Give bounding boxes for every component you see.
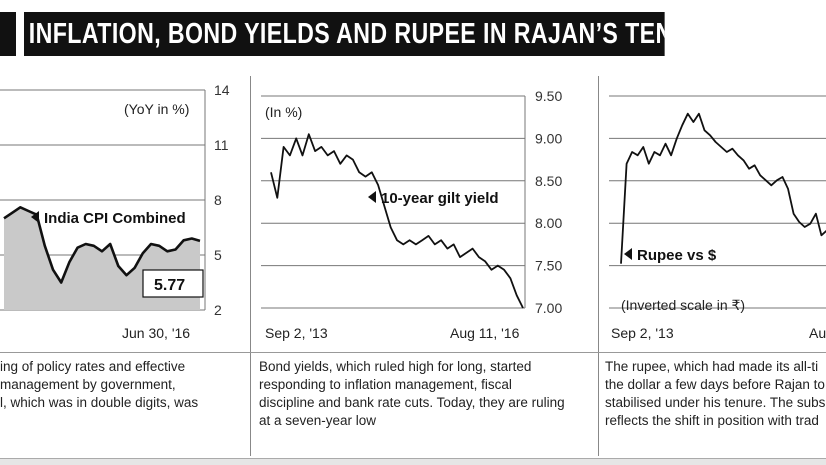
bond-y-tick-label: 8.50 [535,173,562,189]
rupee-line [620,112,826,264]
bond-unit-label: (In %) [265,104,302,120]
cpi-y-tick-label: 8 [214,192,222,208]
bond-x-start-label: Sep 2, '13 [265,325,328,341]
bond-y-tick-label: 8.00 [535,215,562,231]
cpi-caption-line: ing of policy rates and effective [0,359,186,374]
bond-panel: 9.50 9.00 8.50 8.00 7.50 7.00 (In %) 10-year … [250,76,581,456]
bond-chart: 9.50 9.00 8.50 8.00 7.50 7.00 (In %) 10-year … [261,88,562,341]
cpi-y-tick-label: 14 [214,82,230,98]
rupee-chart: Rupee vs $ (Inverted scale in ₹) Sep 2, … [609,95,826,341]
rupee-caption-line: stabilised under his tenure. The subs [605,395,826,410]
rupee-series-label: Rupee vs $ [637,247,717,264]
rupee-caption-line: The rupee, which had made its all-ti [605,359,819,374]
caption-divider [0,352,826,353]
rupee-label-pointer-icon [624,248,632,260]
rupee-scale-label: (Inverted scale in ₹) [621,297,745,313]
rupee-x-start-label: Sep 2, '13 [611,325,674,341]
bond-x-end-label: Aug 11, '16 [450,325,520,341]
bond-caption-line: discipline and bank rate cuts. Today, th… [259,395,565,410]
bond-caption-line: at a seven-year low [259,413,377,428]
bond-y-tick-label: 9.50 [535,88,562,104]
rupee-caption-line: the dollar a few days before Rajan to [605,377,825,392]
cpi-last-value-box [142,269,204,298]
cpi-chart: 14 11 8 5 2 (YoY in %) India CPI Combined 5.… [0,82,230,341]
cpi-last-value: 5.77 [154,277,185,294]
bond-y-tick-label: 9.00 [535,130,562,146]
cpi-caption: ing of policy rates and effective manage… [0,358,236,412]
banner-left-block [0,12,16,56]
cpi-x-end-label: Jun 30, '16 [122,325,190,341]
gilt-series-label: 10-year gilt yield [381,190,499,207]
cpi-unit-label: (YoY in %) [124,101,189,117]
cpi-y-tick-label: 11 [214,137,229,153]
rupee-x-end-label: Au [809,325,826,341]
page-title: INFLATION, BOND YIELDS AND RUPEE IN RAJA… [24,12,665,56]
gilt-label-pointer-icon [368,191,376,203]
rupee-caption-line: reflects the shift in position with trad [605,413,819,428]
gilt-yield-line [270,133,524,309]
cpi-label-pointer-icon [31,211,39,223]
bond-caption-line: Bond yields, which ruled high for long, … [259,359,532,374]
cpi-series-label: India CPI Combined [44,210,186,227]
bond-y-tick-label: 7.50 [535,258,562,274]
cpi-panel: 14 11 8 5 2 (YoY in %) India CPI Combined 5.… [0,76,240,456]
cpi-caption-line: management by government, [0,377,176,392]
rupee-panel: Rupee vs $ (Inverted scale in ₹) Sep 2, … [598,76,826,456]
rupee-caption: The rupee, which had made its all-ti the… [605,358,826,430]
bond-caption-line: responding to inflation management, fisc… [259,377,512,392]
bond-y-tick-label: 7.00 [535,300,562,316]
cpi-y-tick-label: 2 [214,302,222,318]
bond-caption: Bond yields, which ruled high for long, … [259,358,579,430]
cpi-y-tick-label: 5 [214,247,222,263]
cpi-caption-line: l, which was in double digits, was [0,395,199,410]
title-banner: INFLATION, BOND YIELDS AND RUPEE IN RAJA… [0,0,826,62]
bottom-rule [0,458,826,465]
